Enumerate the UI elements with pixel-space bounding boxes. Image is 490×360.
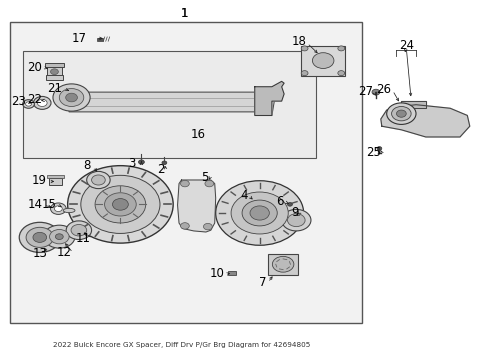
Circle shape [19, 222, 60, 252]
Bar [269, 253, 298, 275]
Circle shape [338, 71, 344, 76]
Polygon shape [401, 101, 426, 108]
Circle shape [392, 107, 411, 121]
Ellipse shape [63, 208, 75, 213]
Circle shape [104, 193, 136, 216]
Circle shape [250, 206, 270, 220]
Circle shape [377, 147, 382, 150]
Circle shape [113, 199, 128, 210]
Text: 16: 16 [191, 127, 206, 141]
Bar [45, 63, 64, 67]
Circle shape [81, 175, 160, 233]
Text: 13: 13 [32, 247, 47, 260]
Circle shape [387, 103, 416, 125]
Circle shape [180, 223, 189, 229]
Circle shape [242, 200, 277, 226]
Circle shape [59, 89, 84, 107]
Bar [228, 271, 236, 275]
Text: 5: 5 [201, 171, 208, 184]
Circle shape [87, 171, 110, 189]
Bar [301, 45, 345, 76]
Circle shape [288, 214, 305, 226]
Text: 19: 19 [32, 174, 47, 187]
Text: 11: 11 [76, 231, 91, 244]
Text: 7: 7 [260, 276, 267, 289]
Text: 6: 6 [276, 195, 284, 208]
Text: 22: 22 [27, 93, 42, 106]
Circle shape [272, 256, 294, 272]
Circle shape [26, 227, 53, 247]
Circle shape [282, 210, 311, 231]
Text: 8: 8 [84, 159, 91, 172]
Bar [10, 22, 362, 323]
Circle shape [216, 181, 304, 245]
Circle shape [54, 206, 62, 212]
Circle shape [50, 69, 58, 75]
Circle shape [180, 180, 189, 187]
Circle shape [68, 166, 173, 243]
Circle shape [95, 186, 146, 223]
Text: 23: 23 [11, 95, 26, 108]
Circle shape [92, 175, 105, 185]
Text: 9: 9 [291, 207, 299, 220]
Text: 21: 21 [47, 82, 62, 95]
Circle shape [372, 89, 380, 95]
Text: 24: 24 [399, 39, 414, 52]
Text: 1: 1 [180, 7, 188, 20]
Circle shape [162, 161, 167, 165]
Circle shape [53, 84, 90, 111]
Circle shape [44, 225, 75, 248]
Text: 3: 3 [128, 157, 135, 170]
Circle shape [66, 93, 77, 102]
Text: 15: 15 [42, 198, 57, 211]
Bar [47, 67, 62, 76]
Text: 12: 12 [56, 246, 72, 259]
Circle shape [49, 229, 69, 244]
Text: 10: 10 [210, 267, 224, 280]
Text: 1: 1 [180, 7, 188, 20]
Circle shape [25, 102, 31, 106]
Text: 14: 14 [27, 198, 42, 211]
Text: 17: 17 [71, 32, 86, 45]
Polygon shape [177, 180, 216, 232]
Circle shape [396, 110, 406, 117]
Circle shape [23, 100, 34, 108]
Bar [98, 38, 103, 41]
Circle shape [288, 203, 293, 206]
Circle shape [50, 203, 66, 215]
Polygon shape [69, 87, 274, 116]
Text: 27: 27 [358, 85, 373, 98]
Text: 2022 Buick Encore GX Spacer, Diff Drv P/Gr Brg Diagram for 42694805: 2022 Buick Encore GX Spacer, Diff Drv P/… [53, 342, 310, 348]
Circle shape [231, 192, 288, 234]
Circle shape [313, 53, 334, 68]
Circle shape [33, 96, 51, 109]
Circle shape [301, 71, 308, 76]
Bar [47, 175, 64, 178]
Bar [23, 51, 316, 158]
Circle shape [37, 99, 47, 107]
Circle shape [301, 46, 308, 51]
Polygon shape [381, 105, 470, 137]
Circle shape [338, 46, 344, 51]
Circle shape [55, 234, 63, 239]
Text: 18: 18 [291, 35, 306, 49]
Circle shape [66, 221, 92, 239]
Text: 26: 26 [377, 83, 392, 96]
Text: 4: 4 [240, 189, 247, 202]
Circle shape [139, 160, 145, 164]
Circle shape [33, 232, 47, 242]
Circle shape [71, 225, 87, 236]
Text: 25: 25 [366, 145, 381, 158]
Text: 20: 20 [27, 60, 42, 73]
Text: 2: 2 [157, 163, 164, 176]
Circle shape [205, 180, 214, 187]
Circle shape [203, 224, 212, 230]
Bar [49, 178, 62, 185]
Polygon shape [255, 81, 284, 116]
Bar [46, 75, 63, 80]
